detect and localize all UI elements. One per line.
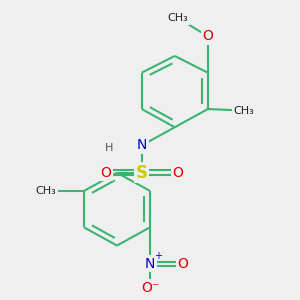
Text: H: H — [104, 143, 113, 154]
Text: +: + — [154, 251, 162, 261]
Text: O⁻: O⁻ — [141, 281, 159, 295]
Text: CH₃: CH₃ — [168, 13, 188, 23]
Text: CH₃: CH₃ — [234, 106, 254, 116]
Text: N: N — [136, 139, 147, 152]
Text: CH₃: CH₃ — [36, 186, 56, 196]
Text: N: N — [145, 257, 155, 271]
Text: O: O — [178, 257, 188, 271]
Text: O: O — [100, 166, 111, 180]
Text: S: S — [136, 164, 148, 182]
Text: O: O — [202, 29, 213, 43]
Text: O: O — [172, 166, 184, 180]
